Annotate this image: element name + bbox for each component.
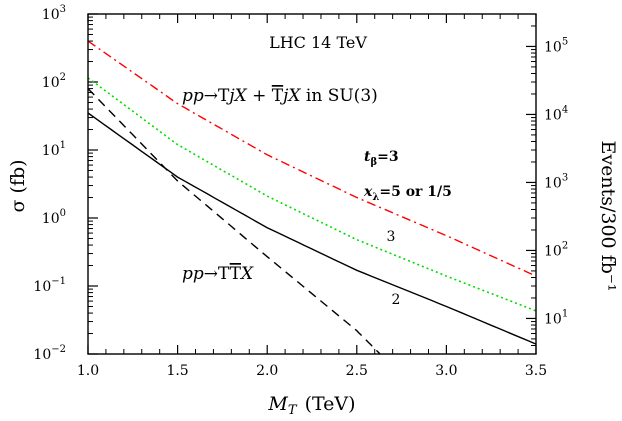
- curve-label-2: 2: [392, 292, 401, 308]
- x-tick-label: 1.0: [77, 363, 99, 379]
- y-tick-exponent: −2: [51, 344, 66, 355]
- tbeta-val: =3: [377, 149, 398, 165]
- pp-x: X: [239, 264, 254, 284]
- y-tick-exponent: 2: [60, 72, 66, 83]
- series-2-line: [87, 112, 537, 345]
- x-tick-label: 2.0: [256, 363, 278, 379]
- tbeta-label: tβ=3: [364, 149, 399, 168]
- x-tick-label: 1.5: [166, 363, 188, 379]
- series-layer: [87, 40, 537, 355]
- y-tick-exponent: −1: [51, 276, 66, 287]
- single-process-label: pp→TjX + TjX in SU(3): [182, 86, 378, 106]
- xlambda-sub: λ: [372, 192, 379, 203]
- x-tick-label: 2.5: [346, 363, 368, 379]
- plot-frame: [87, 13, 537, 355]
- pp-arrow-t: →T: [204, 264, 230, 284]
- xlambda-label: xλ=5 or 1/5: [363, 184, 452, 203]
- x-axis-label-unit: (TeV): [305, 393, 356, 415]
- y-tick-exponent: 3: [60, 4, 66, 15]
- collider-label: LHC 14 TeV: [269, 33, 367, 52]
- y2-tick-exponent: 2: [562, 240, 568, 251]
- pp-tbar: T: [230, 264, 242, 284]
- sp-arrow-t: →T: [204, 86, 230, 106]
- series-1-line: [87, 77, 537, 312]
- y2-tick-label: 103: [544, 172, 568, 191]
- pp-pp: pp: [182, 264, 204, 284]
- x-axis-label-main: M: [267, 393, 288, 415]
- sp-su3: in SU(3): [301, 86, 378, 106]
- y2-tick-label: 102: [544, 240, 568, 259]
- pair-process-label: pp→TTX: [182, 264, 254, 284]
- y-tick-label: 103: [42, 4, 66, 23]
- curve-label-3: 3: [387, 229, 396, 245]
- y2-tick-exponent: 4: [562, 104, 568, 115]
- y-tick-label: 101: [42, 140, 66, 159]
- y-tick-label: 10−1: [33, 276, 66, 295]
- tbeta-t: t: [364, 149, 371, 165]
- y2-tick-label: 105: [544, 36, 568, 55]
- xlambda-val: =5 or 1/5: [379, 184, 452, 200]
- ticks-layer: [87, 13, 537, 355]
- y2-tick-exponent: 5: [562, 36, 568, 47]
- y-tick-label: 102: [42, 72, 66, 91]
- y-tick-exponent: 1: [60, 140, 66, 151]
- x-axis-label-sub: T: [288, 403, 298, 418]
- y-tick-label: 10−2: [33, 344, 66, 363]
- sp-jx1: jX: [225, 86, 247, 106]
- y-tick-exponent: 0: [60, 208, 66, 219]
- y-tick-label: 100: [42, 208, 66, 227]
- y2-tick-label: 104: [544, 104, 568, 123]
- sp-jx2: jX: [279, 86, 301, 106]
- series-3-line: [87, 88, 381, 355]
- sp-plus: +: [247, 86, 272, 106]
- x-tick-label: 3.5: [525, 363, 547, 379]
- y2-tick-exponent: 3: [562, 172, 568, 183]
- tick-labels-layer: 1.0 1.5 2.0 2.5 3.0 3.510−210−110010110210310…: [33, 4, 568, 379]
- sp-pp: pp: [182, 86, 204, 106]
- x-tick-label: 3.0: [435, 363, 457, 379]
- sp-tbar: T: [272, 86, 284, 106]
- tbeta-sub: β: [370, 157, 377, 168]
- series-0-line: [87, 40, 537, 277]
- x-axis-label: MT (TeV): [267, 393, 355, 418]
- y-axis-label: σ (fb): [7, 159, 29, 212]
- y2-tick-label: 101: [544, 308, 568, 327]
- xlambda-x: x: [363, 184, 373, 200]
- y2-tick-exponent: 1: [562, 308, 568, 319]
- y2-axis-label: Events/300 fb⁻¹: [597, 140, 619, 291]
